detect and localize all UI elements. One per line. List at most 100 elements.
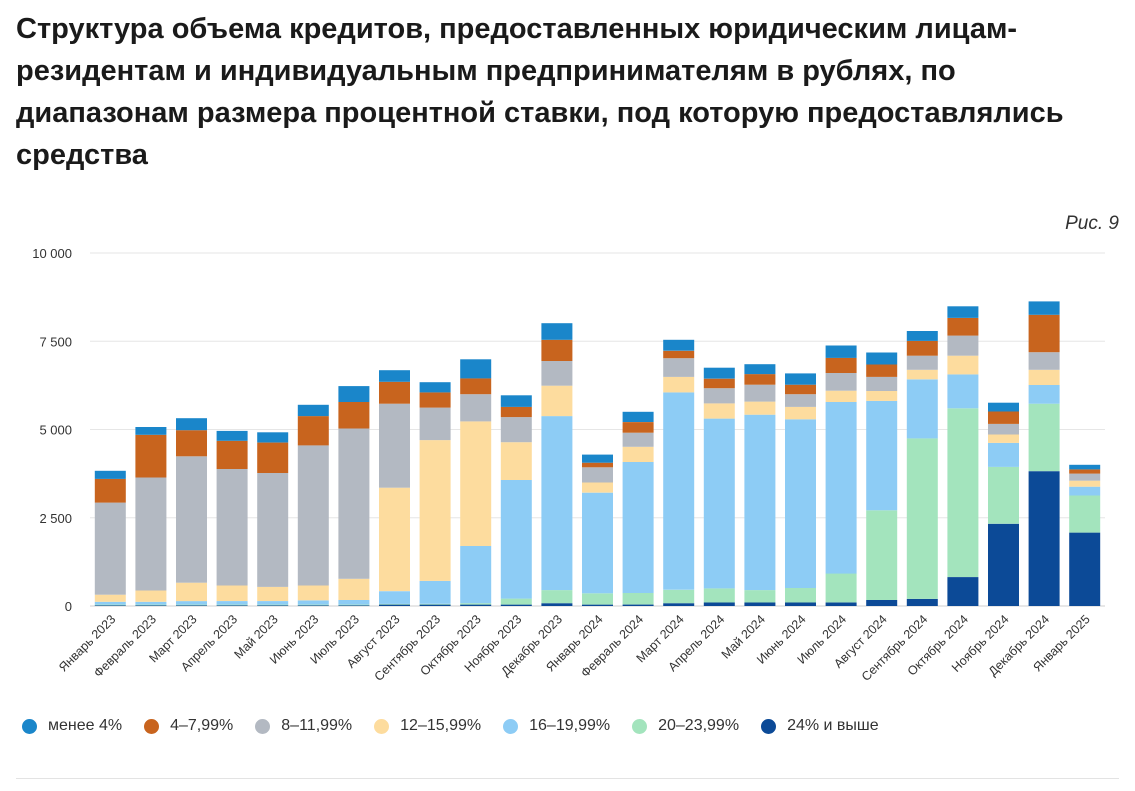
bar-segment [663,589,695,604]
bar-segment [825,602,857,606]
bar-segment [419,603,451,605]
legend-item-8-12[interactable]: 8–11,99% [255,717,352,735]
bar-segment [135,434,167,478]
bar-segment [947,318,979,336]
bar-segment [825,373,857,391]
bar-segment [297,604,329,606]
legend-item-24plus[interactable]: 24% и выше [761,717,879,735]
bar-segment [1069,464,1101,470]
bar-segment [135,590,167,602]
bar-segment [216,605,248,606]
bar-segment [866,352,898,365]
bar-segment [906,331,938,341]
bar-segment [825,345,857,358]
bar-segment [1028,301,1060,315]
bar-segment [338,605,370,606]
bar-segment [866,600,898,606]
y-tick-label: 2 500 [39,511,72,526]
bar-segment [947,355,979,375]
bar-segment [825,573,857,603]
bar-segment [257,604,289,606]
bar-segment [379,603,410,605]
bar-segment [500,598,532,605]
bar-segment [216,604,248,606]
bar-segment [176,430,207,457]
bar-segment [703,367,735,379]
bar-segment [785,406,816,420]
bar-segment [825,402,857,574]
y-tick-label: 0 [65,599,72,614]
legend-label: 4–7,99% [170,717,234,734]
bar-segment [338,402,370,429]
bar-segment [825,357,857,373]
bar-segment [297,416,329,446]
bar-segment [622,446,654,462]
bar-segment [338,600,370,605]
bar-segment [785,384,816,395]
legend-label: 12–15,99% [400,717,482,734]
bar-segment [703,588,735,603]
bar-segment [622,462,654,593]
bar-segment [582,467,613,483]
legend-item-lt4[interactable]: менее 4% [22,717,122,735]
bar-segment [1028,314,1060,353]
bar-segment [1028,369,1060,385]
bar-segment [94,605,126,606]
bar-segment [135,604,167,606]
bar-segment [541,603,573,606]
bar-segment [135,601,167,605]
bar-segment [541,590,573,604]
bar-segment [988,434,1019,443]
bar-segment [582,482,613,493]
bar-segment [582,462,613,468]
legend-swatch-icon [503,718,519,734]
legend-label: менее 4% [48,717,123,734]
bar-segment [663,339,695,351]
legend-swatch-icon [761,718,777,734]
bar-segment [257,605,289,606]
bar-segment [176,582,207,602]
bar-segment [1069,532,1101,606]
bar-segment [785,373,816,385]
legend-item-4-8[interactable]: 4–7,99% [144,717,233,735]
bar-segment [176,605,207,606]
legend: менее 4% 4–7,99% 8–11,99% 12–15,99% 16–1… [22,717,901,735]
bar-segment [94,604,126,606]
y-tick-label: 10 000 [32,246,72,261]
legend-swatch-icon [255,718,271,734]
legend-swatch-icon [22,718,37,734]
bar-segment [906,438,938,599]
bar-segment [216,430,248,441]
legend-item-16-20[interactable]: 16–19,99% [503,717,610,735]
bar-segment [419,580,451,604]
bar-segment [663,358,695,377]
bar-segment [744,590,776,603]
bar-segment [541,385,573,417]
bar-segment [257,601,289,605]
bar-segment [622,592,654,605]
bar-segment [257,442,289,473]
bar-segment [582,492,613,594]
legend-item-12-16[interactable]: 12–15,99% [374,717,481,735]
bar-segment [988,523,1019,606]
bar-segment [663,376,695,393]
bar-segment [1069,486,1101,496]
legend-item-20-24[interactable]: 20–23,99% [632,717,739,735]
bar-segment [988,423,1019,435]
bar-segment [947,374,979,409]
bar-segment [988,442,1019,467]
bar-segment [297,600,329,605]
bar-segment [176,601,207,605]
bar-segment [744,401,776,415]
bar-segment [785,394,816,407]
legend-swatch-icon [144,718,160,734]
bar-segment [500,406,532,418]
bar-segment [500,604,532,606]
bar-segment [1028,385,1060,404]
bar-segment [1069,495,1101,533]
bar-segment [176,418,207,431]
bar-segment [703,418,735,589]
bar-segment [906,369,938,380]
bar-segment [257,586,289,601]
bar-segment [338,386,370,402]
